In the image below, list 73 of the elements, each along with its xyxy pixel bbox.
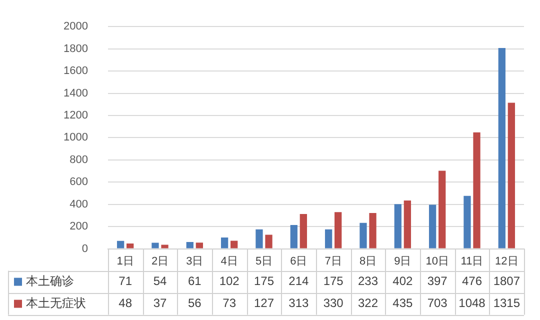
data-label: 175 [254, 274, 274, 288]
data-label: 313 [288, 296, 309, 310]
data-label: 54 [153, 274, 167, 288]
data-label: 435 [392, 296, 413, 310]
data-label: 330 [323, 296, 344, 310]
bar [360, 222, 367, 248]
bar [220, 237, 228, 248]
data-label: 56 [188, 296, 202, 310]
x-tick-label: 3日 [186, 255, 204, 268]
x-tick-label: 1日 [116, 255, 134, 268]
data-label: 322 [358, 296, 378, 310]
data-label: 397 [427, 274, 448, 288]
data-label: 71 [118, 274, 132, 288]
data-label: 175 [323, 274, 344, 288]
y-tick-label: 1200 [64, 110, 88, 122]
bar [300, 214, 308, 248]
bar [290, 225, 298, 248]
x-tick-label: 6日 [290, 255, 308, 268]
data-label: 127 [254, 296, 274, 310]
y-tick-label: 1400 [64, 87, 88, 100]
data-label: 214 [288, 274, 309, 288]
y-tick-label: 1600 [64, 65, 88, 78]
y-tick-label: 1800 [64, 42, 88, 55]
data-label: 1315 [493, 296, 520, 310]
y-tick-label: 2000 [64, 20, 88, 33]
y-tick-label: 1000 [64, 132, 88, 144]
bar [196, 242, 204, 248]
bar [161, 244, 168, 248]
x-tick-label: 10日 [426, 255, 449, 268]
x-tick-label: 8日 [359, 255, 377, 268]
x-tick-label: 7日 [324, 255, 342, 268]
bar [473, 132, 480, 248]
bar [394, 204, 402, 248]
x-tick-label: 12日 [495, 255, 518, 268]
bar [334, 212, 342, 248]
data-label: 1048 [458, 296, 486, 310]
x-tick-label: 2日 [151, 255, 169, 268]
data-label: 703 [427, 296, 448, 310]
y-tick-label: 200 [70, 220, 88, 233]
data-label: 102 [219, 274, 240, 288]
bar [498, 48, 506, 248]
data-label: 73 [222, 296, 236, 310]
data-label: 48 [118, 296, 132, 310]
x-tick-label: 4日 [220, 255, 238, 268]
bar [404, 200, 412, 248]
bar [152, 242, 159, 248]
legend-label: 本土无症状 [26, 296, 86, 310]
y-tick-label: 0 [82, 242, 88, 255]
data-label: 476 [462, 274, 482, 288]
bar [464, 196, 471, 248]
x-tick-label: 11日 [460, 255, 484, 268]
legend-label: 本土确诊 [26, 274, 74, 288]
x-tick-label: 9日 [394, 255, 412, 268]
bar [265, 234, 272, 248]
bar [186, 242, 194, 248]
bar [126, 243, 134, 248]
data-label: 1807 [493, 274, 520, 288]
data-label: 233 [358, 274, 378, 288]
bar [256, 229, 263, 248]
bar [230, 240, 238, 248]
bar [369, 213, 376, 248]
data-label: 37 [153, 296, 167, 310]
data-label: 61 [188, 274, 202, 288]
bar [324, 229, 332, 248]
bar [116, 240, 124, 248]
y-tick-label: 800 [70, 154, 88, 166]
y-tick-label: 600 [70, 176, 88, 188]
data-label: 402 [392, 274, 413, 288]
bar [508, 102, 516, 248]
x-tick-label: 5日 [255, 255, 273, 268]
bar [438, 170, 446, 248]
y-tick-label: 400 [70, 198, 88, 210]
bar [428, 204, 436, 248]
